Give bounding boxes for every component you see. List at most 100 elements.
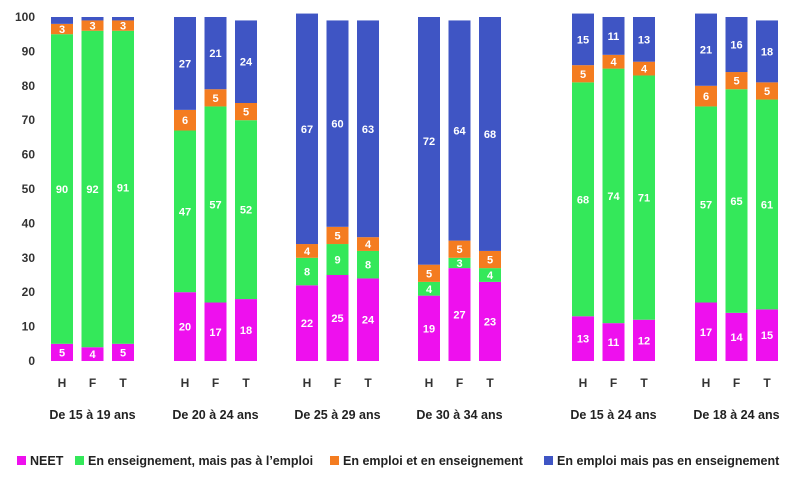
data-label: 4 (365, 239, 372, 251)
x-tick-label: T (242, 376, 250, 390)
data-label: 3 (89, 21, 95, 33)
bar-segment (479, 281, 501, 361)
x-tick-label: H (702, 376, 711, 390)
x-tick-label: H (303, 376, 312, 390)
data-label: 6 (703, 91, 709, 103)
data-label: 74 (607, 191, 620, 203)
bar-segment (695, 85, 717, 107)
data-label: 17 (209, 327, 221, 339)
bar-segment (633, 17, 655, 62)
x-tick-label: H (579, 376, 588, 390)
data-label: 13 (638, 34, 650, 46)
data-label: 23 (484, 316, 496, 328)
x-tick-label: F (610, 376, 617, 390)
legend-label: En enseignement, mais pas à l’emploi (88, 454, 313, 468)
data-label: 6 (182, 115, 188, 127)
data-label: 92 (86, 184, 98, 196)
data-label: 14 (730, 332, 743, 344)
data-label: 3 (456, 258, 462, 270)
bar-segment (204, 106, 227, 303)
x-group-label: De 15 à 24 ans (570, 408, 656, 422)
bar-segment (51, 17, 73, 24)
y-tick-label: 40 (22, 216, 36, 230)
data-label: 64 (453, 126, 466, 138)
bar-segment (418, 17, 440, 265)
legend-label: NEET (30, 454, 64, 468)
data-label: 5 (59, 347, 65, 359)
bar-segment (725, 312, 748, 361)
x-group-label: De 25 à 29 ans (294, 408, 380, 422)
data-label: 65 (730, 196, 742, 208)
bar-segment (633, 319, 655, 361)
data-label: 24 (362, 315, 375, 327)
bar-segment (695, 302, 717, 361)
bar-segment (725, 17, 748, 73)
data-label: 12 (638, 335, 650, 347)
data-label: 13 (577, 334, 589, 346)
data-label: 63 (362, 124, 374, 136)
legend-label: En emploi mais pas en enseignement (557, 454, 780, 468)
y-tick-label: 10 (22, 320, 36, 334)
bar-segment (756, 309, 778, 361)
y-tick-label: 60 (22, 148, 36, 162)
data-label: 52 (240, 205, 252, 217)
data-label: 15 (577, 34, 589, 46)
x-group-label: De 30 à 34 ans (416, 408, 502, 422)
data-label: 4 (487, 270, 494, 282)
data-label: 8 (365, 260, 371, 272)
bar-segment (572, 13, 594, 66)
bar-segment (479, 250, 501, 269)
data-label: 8 (304, 267, 310, 279)
bar-segment (174, 109, 196, 131)
data-label: 72 (423, 136, 435, 148)
bar-segment (725, 89, 748, 313)
x-tick-label: T (364, 376, 372, 390)
bar-segment (112, 343, 134, 361)
bar-segment (418, 295, 440, 361)
y-tick-label: 70 (22, 113, 36, 127)
bar-segment (174, 17, 196, 110)
bar-segment (235, 103, 257, 121)
bar-segment (756, 20, 778, 83)
x-group-label: De 15 à 19 ans (49, 408, 135, 422)
bar-segment (448, 268, 471, 361)
bar-segment (204, 302, 227, 361)
bar-segment (51, 343, 73, 361)
bar-segment (756, 82, 778, 100)
data-label: 5 (580, 69, 586, 81)
bar-segment (235, 20, 257, 103)
bars: 5903492359132047627175752118525242284672… (51, 13, 778, 361)
data-label: 18 (761, 46, 773, 58)
x-group-label: De 18 à 24 ans (693, 408, 779, 422)
data-label: 4 (610, 57, 617, 69)
legend-swatch (544, 456, 553, 465)
bar-segment (81, 30, 104, 348)
data-label: 5 (456, 244, 462, 256)
bar-segment (235, 120, 257, 300)
bar-segment (326, 275, 349, 361)
bar-segment (112, 20, 134, 31)
bar-segment (357, 278, 379, 361)
bar-segment (448, 240, 471, 258)
legend-label: En emploi et en enseignement (343, 454, 524, 468)
data-label: 90 (56, 184, 68, 196)
data-label: 5 (764, 86, 770, 98)
data-label: 5 (243, 107, 249, 119)
bar-segment (296, 244, 318, 258)
bar-segment (357, 20, 379, 238)
bar-segment (695, 13, 717, 86)
bar-segment (572, 65, 594, 83)
y-tick-label: 30 (22, 251, 36, 265)
bar-segment (112, 30, 134, 344)
data-label: 16 (730, 40, 742, 52)
x-tick-label: F (89, 376, 96, 390)
bar-segment (633, 75, 655, 320)
bar-segment (357, 237, 379, 251)
bar-segment (326, 244, 349, 275)
bar-segment (51, 34, 73, 344)
x-tick-label: H (425, 376, 434, 390)
bar-segment (602, 54, 625, 69)
data-label: 4 (304, 246, 311, 258)
bar-segment (756, 99, 778, 310)
